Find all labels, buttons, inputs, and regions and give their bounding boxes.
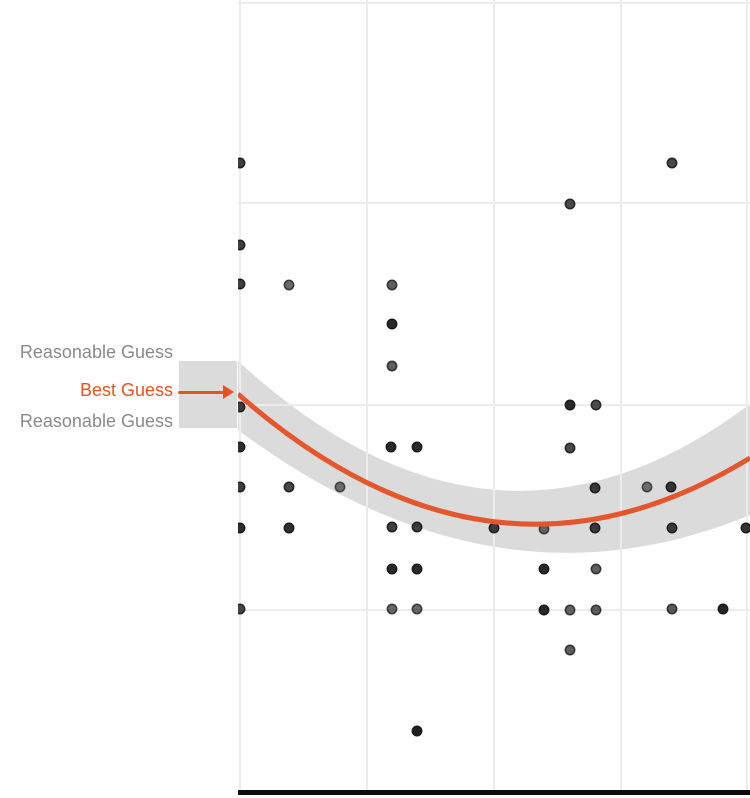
gridlines xyxy=(238,0,750,790)
best-guess-label: Best Guess xyxy=(79,380,173,400)
best-guess-arrow-icon xyxy=(223,385,234,399)
best-fit-curve xyxy=(238,392,750,527)
scatter-points xyxy=(238,157,750,737)
upper-reasonable-guess-label: Reasonable Guess xyxy=(19,342,173,362)
best-guess-arrow-line xyxy=(178,391,224,394)
scatter-plot xyxy=(238,0,750,795)
lower-reasonable-guess-label: Reasonable Guess xyxy=(19,411,173,431)
